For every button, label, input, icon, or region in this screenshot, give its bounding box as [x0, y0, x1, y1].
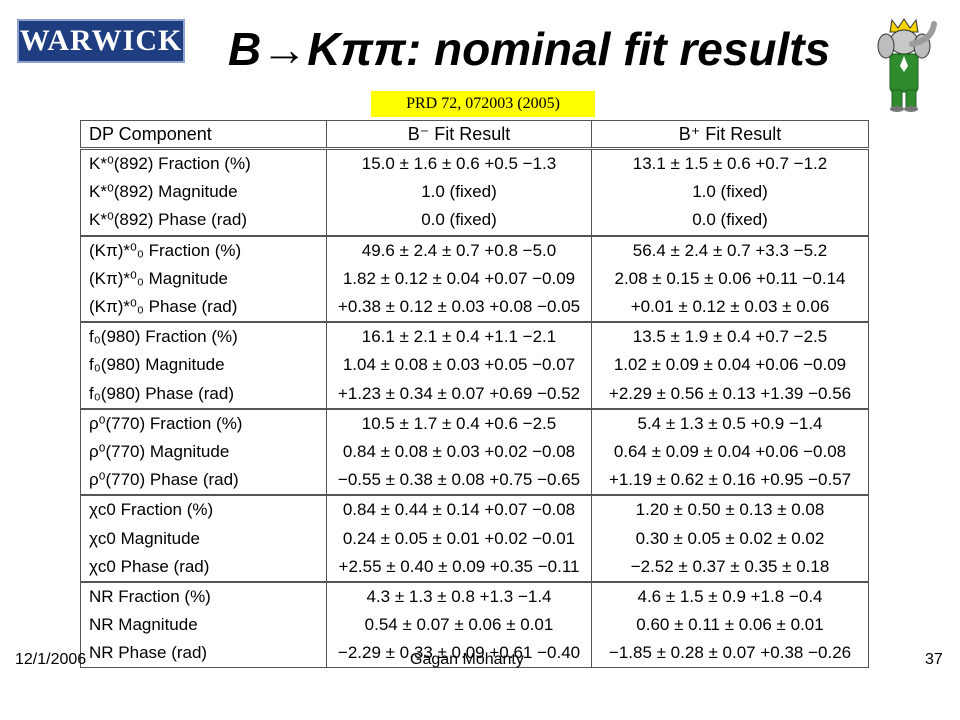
cell-bplus-result: 4.6 ± 1.5 ± 0.9 +1.8 −0.4 — [591, 580, 869, 611]
cell-bminus-result: 0.84 ± 0.44 ± 0.14 +0.07 −0.08 — [326, 494, 592, 525]
cell-component: NR Fraction (%) — [80, 580, 327, 611]
footer-date: 12/1/2006 — [15, 651, 87, 668]
cell-component: NR Phase (rad) — [80, 639, 327, 669]
cell-bplus-result: 2.08 ± 0.15 ± 0.06 +0.11 −0.14 — [591, 264, 869, 293]
table-header-row: DP Component B⁻ Fit Result B⁺ Fit Result — [80, 120, 869, 150]
cell-bminus-result: 10.5 ± 1.7 ± 0.4 +0.6 −2.5 — [326, 407, 592, 438]
warwick-logo: WARWICK — [17, 19, 185, 63]
table-row: NR Phase (rad) −2.29 ± 0.33 ± 0.09 +0.61 … — [80, 639, 869, 669]
cell-bplus-result: +1.19 ± 0.62 ± 0.16 +0.95 −0.57 — [591, 466, 869, 496]
cell-bminus-result: +0.38 ± 0.12 ± 0.03 +0.08 −0.05 — [326, 292, 592, 323]
table-row: χc0 Phase (rad) +2.55 ± 0.40 ± 0.09 +0.35… — [80, 552, 869, 582]
cell-bminus-result: 0.54 ± 0.07 ± 0.06 ± 0.01 — [326, 611, 592, 640]
cell-component: K*⁰(892) Fraction (%) — [80, 147, 327, 179]
cell-bplus-result: 13.5 ± 1.9 ± 0.4 +0.7 −2.5 — [591, 321, 869, 352]
footer-page-number: 37 — [925, 651, 943, 668]
table-row: (Kπ)*⁰₀ Fraction (%) 49.6 ± 2.4 ± 0.7 +0.… — [80, 234, 869, 265]
cell-bplus-result: −1.85 ± 0.28 ± 0.07 +0.38 −0.26 — [591, 639, 869, 669]
cell-bplus-result: 0.64 ± 0.09 ± 0.04 +0.06 −0.08 — [591, 437, 869, 467]
cell-bplus-result: 0.0 (fixed) — [591, 206, 869, 236]
cell-bplus-result: 56.4 ± 2.4 ± 0.7 +3.3 −5.2 — [591, 234, 869, 265]
cell-bplus-result: 1.02 ± 0.09 ± 0.04 +0.06 −0.09 — [591, 351, 869, 380]
table-row: NR Magnitude 0.54 ± 0.07 ± 0.06 ± 0.01 0.6… — [80, 611, 869, 640]
table-row: NR Fraction (%) 4.3 ± 1.3 ± 0.8 +1.3 −1.4… — [80, 580, 869, 611]
table-row: f₀(980) Magnitude 1.04 ± 0.08 ± 0.03 +0.0… — [80, 351, 869, 380]
cell-component: χc0 Fraction (%) — [80, 494, 327, 525]
cell-bminus-result: 1.04 ± 0.08 ± 0.03 +0.05 −0.07 — [326, 351, 592, 380]
cell-bminus-result: 1.82 ± 0.12 ± 0.04 +0.07 −0.09 — [326, 264, 592, 293]
cell-bminus-result: 1.0 (fixed) — [326, 178, 592, 207]
table-row: K*⁰(892) Phase (rad) 0.0 (fixed) 0.0 (fixe… — [80, 206, 869, 236]
cell-component: ρ⁰(770) Phase (rad) — [80, 466, 327, 496]
cell-bminus-result: 0.84 ± 0.08 ± 0.03 +0.02 −0.08 — [326, 437, 592, 467]
column-header-component: DP Component — [80, 120, 327, 150]
fit-results-table: DP Component B⁻ Fit Result B⁺ Fit Result… — [80, 120, 869, 669]
cell-component: (Kπ)*⁰₀ Fraction (%) — [80, 234, 327, 265]
cell-bminus-result: 16.1 ± 2.1 ± 0.4 +1.1 −2.1 — [326, 321, 592, 352]
table-row: K*⁰(892) Magnitude 1.0 (fixed) 1.0 (fixed) — [80, 178, 869, 207]
table-row: (Kπ)*⁰₀ Magnitude 1.82 ± 0.12 ± 0.04 +0.0… — [80, 264, 869, 293]
cell-bplus-result: +2.29 ± 0.56 ± 0.13 +1.39 −0.56 — [591, 379, 869, 409]
cell-bminus-result: −2.29 ± 0.33 ± 0.09 +0.61 −0.40 — [326, 639, 592, 669]
cell-component: χc0 Phase (rad) — [80, 552, 327, 582]
cell-component: (Kπ)*⁰₀ Phase (rad) — [80, 292, 327, 323]
cell-component: f₀(980) Phase (rad) — [80, 379, 327, 409]
cell-component: χc0 Magnitude — [80, 524, 327, 553]
cell-bplus-result: +0.01 ± 0.12 ± 0.03 ± 0.06 — [591, 292, 869, 323]
cell-bminus-result: 0.0 (fixed) — [326, 206, 592, 236]
cell-bminus-result: 49.6 ± 2.4 ± 0.7 +0.8 −5.0 — [326, 234, 592, 265]
cell-component: f₀(980) Fraction (%) — [80, 321, 327, 352]
cell-bminus-result: +2.55 ± 0.40 ± 0.09 +0.35 −0.11 — [326, 552, 592, 582]
table-row: ρ⁰(770) Magnitude 0.84 ± 0.08 ± 0.03 +0.0… — [80, 437, 869, 467]
cell-bminus-result: 15.0 ± 1.6 ± 0.6 +0.5 −1.3 — [326, 147, 592, 179]
table-row: (Kπ)*⁰₀ Phase (rad) +0.38 ± 0.12 ± 0.03 +… — [80, 292, 869, 323]
slide-title: B→Kππ: nominal fit results — [228, 23, 831, 75]
cell-bplus-result: 1.20 ± 0.50 ± 0.13 ± 0.08 — [591, 494, 869, 525]
logo-text: WARWICK — [19, 24, 183, 57]
cell-bminus-result: 0.24 ± 0.05 ± 0.01 +0.02 −0.01 — [326, 524, 592, 553]
cell-bminus-result: 4.3 ± 1.3 ± 0.8 +1.3 −1.4 — [326, 580, 592, 611]
table-body: K*⁰(892) Fraction (%) 15.0 ± 1.6 ± 0.6 +0… — [80, 147, 869, 669]
cell-bplus-result: 0.60 ± 0.11 ± 0.06 ± 0.01 — [591, 611, 869, 640]
cell-bminus-result: +1.23 ± 0.34 ± 0.07 +0.69 −0.52 — [326, 379, 592, 409]
footer-author: Gagan Mohanty — [410, 651, 524, 668]
cell-component: K*⁰(892) Magnitude — [80, 178, 327, 207]
cell-bplus-result: 1.0 (fixed) — [591, 178, 869, 207]
column-header-bplus: B⁺ Fit Result — [591, 120, 869, 150]
table-row: ρ⁰(770) Fraction (%) 10.5 ± 1.7 ± 0.4 +0.… — [80, 407, 869, 438]
babar-elephant-icon — [877, 18, 937, 112]
table-row: χc0 Fraction (%) 0.84 ± 0.44 ± 0.14 +0.07… — [80, 494, 869, 525]
cell-component: NR Magnitude — [80, 611, 327, 640]
cell-component: ρ⁰(770) Magnitude — [80, 437, 327, 467]
column-header-bminus: B⁻ Fit Result — [326, 120, 592, 150]
table-row: f₀(980) Phase (rad) +1.23 ± 0.34 ± 0.07 +… — [80, 379, 869, 409]
table-row: ρ⁰(770) Phase (rad) −0.55 ± 0.38 ± 0.08 +… — [80, 466, 869, 496]
table-row: χc0 Magnitude 0.24 ± 0.05 ± 0.01 +0.02 −0… — [80, 524, 869, 553]
cell-component: K*⁰(892) Phase (rad) — [80, 206, 327, 236]
cell-component: f₀(980) Magnitude — [80, 351, 327, 380]
reference-badge: PRD 72, 072003 (2005) — [371, 91, 595, 117]
fit-results-table-container: DP Component B⁻ Fit Result B⁺ Fit Result… — [80, 120, 869, 669]
cell-component: ρ⁰(770) Fraction (%) — [80, 407, 327, 438]
cell-bminus-result: −0.55 ± 0.38 ± 0.08 +0.75 −0.65 — [326, 466, 592, 496]
cell-bplus-result: −2.52 ± 0.37 ± 0.35 ± 0.18 — [591, 552, 869, 582]
table-row: K*⁰(892) Fraction (%) 15.0 ± 1.6 ± 0.6 +0… — [80, 147, 869, 179]
cell-bplus-result: 5.4 ± 1.3 ± 0.5 +0.9 −1.4 — [591, 407, 869, 438]
table-row: f₀(980) Fraction (%) 16.1 ± 2.1 ± 0.4 +1.… — [80, 321, 869, 352]
cell-bplus-result: 0.30 ± 0.05 ± 0.02 ± 0.02 — [591, 524, 869, 553]
cell-bplus-result: 13.1 ± 1.5 ± 0.6 +0.7 −1.2 — [591, 147, 869, 179]
cell-component: (Kπ)*⁰₀ Magnitude — [80, 264, 327, 293]
